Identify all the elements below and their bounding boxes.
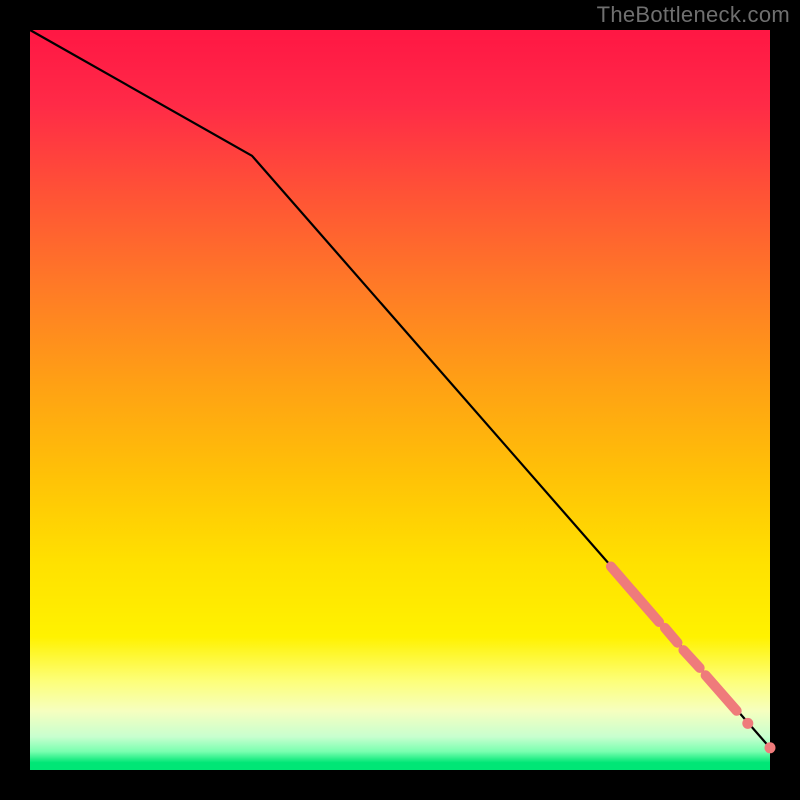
chart-background-gradient [30, 30, 770, 770]
marker-dot [765, 742, 776, 753]
marker-dot [742, 718, 753, 729]
bottleneck-chart [0, 0, 800, 800]
chart-stage: TheBottleneck.com [0, 0, 800, 800]
